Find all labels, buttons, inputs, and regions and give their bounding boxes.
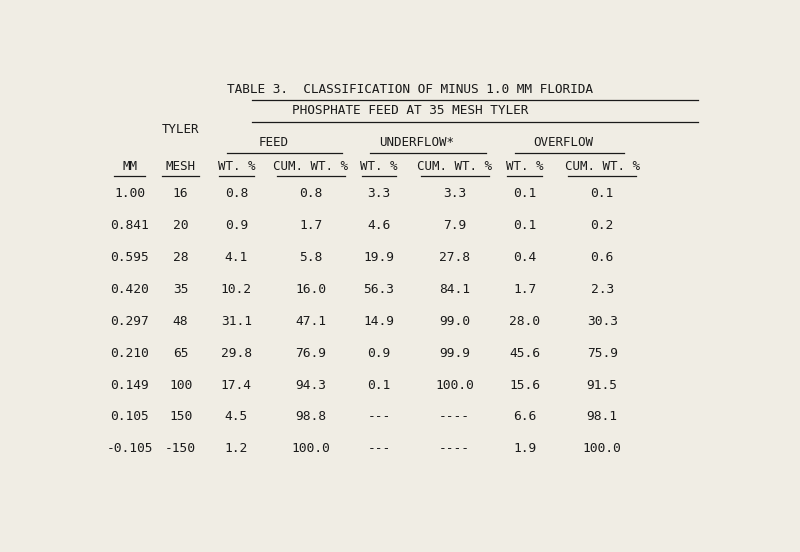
- Text: 1.7: 1.7: [513, 283, 536, 296]
- Text: WT. %: WT. %: [360, 160, 398, 173]
- Text: 0.1: 0.1: [513, 219, 536, 232]
- Text: 0.105: 0.105: [110, 410, 149, 423]
- Text: 14.9: 14.9: [363, 315, 394, 328]
- Text: 0.8: 0.8: [299, 187, 322, 200]
- Text: MM: MM: [122, 160, 138, 173]
- Text: 16.0: 16.0: [295, 283, 326, 296]
- Text: TABLE 3.  CLASSIFICATION OF MINUS 1.0 MM FLORIDA: TABLE 3. CLASSIFICATION OF MINUS 1.0 MM …: [227, 83, 593, 96]
- Text: 28.0: 28.0: [510, 315, 540, 328]
- Text: 0.420: 0.420: [110, 283, 149, 296]
- Text: 10.2: 10.2: [221, 283, 252, 296]
- Text: ----: ----: [439, 442, 470, 455]
- Text: 56.3: 56.3: [363, 283, 394, 296]
- Text: 4.5: 4.5: [225, 410, 248, 423]
- Text: 4.6: 4.6: [367, 219, 390, 232]
- Text: UNDERFLOW*: UNDERFLOW*: [379, 136, 454, 149]
- Text: -0.105: -0.105: [106, 442, 153, 455]
- Text: 0.297: 0.297: [110, 315, 149, 328]
- Text: 0.149: 0.149: [110, 379, 149, 391]
- Text: 6.6: 6.6: [513, 410, 536, 423]
- Text: WT. %: WT. %: [506, 160, 543, 173]
- Text: 0.2: 0.2: [590, 219, 614, 232]
- Text: 19.9: 19.9: [363, 251, 394, 264]
- Text: 1.00: 1.00: [114, 187, 146, 200]
- Text: 20: 20: [173, 219, 188, 232]
- Text: 65: 65: [173, 347, 188, 360]
- Text: 99.9: 99.9: [439, 347, 470, 360]
- Text: 15.6: 15.6: [510, 379, 540, 391]
- Text: WT. %: WT. %: [218, 160, 255, 173]
- Text: 1.9: 1.9: [513, 442, 536, 455]
- Text: 100.0: 100.0: [435, 379, 474, 391]
- Text: TYLER: TYLER: [162, 124, 199, 136]
- Text: CUM. WT. %: CUM. WT. %: [417, 160, 492, 173]
- Text: 2.3: 2.3: [590, 283, 614, 296]
- Text: 150: 150: [169, 410, 192, 423]
- Text: PHOSPHATE FEED AT 35 MESH TYLER: PHOSPHATE FEED AT 35 MESH TYLER: [292, 104, 528, 118]
- Text: 31.1: 31.1: [221, 315, 252, 328]
- Text: 16: 16: [173, 187, 188, 200]
- Text: 98.8: 98.8: [295, 410, 326, 423]
- Text: 0.9: 0.9: [225, 219, 248, 232]
- Text: 0.595: 0.595: [110, 251, 149, 264]
- Text: 4.1: 4.1: [225, 251, 248, 264]
- Text: OVERFLOW: OVERFLOW: [534, 136, 594, 149]
- Text: MESH: MESH: [166, 160, 196, 173]
- Text: 0.4: 0.4: [513, 251, 536, 264]
- Text: 29.8: 29.8: [221, 347, 252, 360]
- Text: ---: ---: [367, 442, 390, 455]
- Text: 0.6: 0.6: [590, 251, 614, 264]
- Text: 0.1: 0.1: [590, 187, 614, 200]
- Text: CUM. WT. %: CUM. WT. %: [274, 160, 348, 173]
- Text: 47.1: 47.1: [295, 315, 326, 328]
- Text: 76.9: 76.9: [295, 347, 326, 360]
- Text: 5.8: 5.8: [299, 251, 322, 264]
- Text: 48: 48: [173, 315, 188, 328]
- Text: 30.3: 30.3: [586, 315, 618, 328]
- Text: 100.0: 100.0: [291, 442, 330, 455]
- Text: FEED: FEED: [258, 136, 289, 149]
- Text: 94.3: 94.3: [295, 379, 326, 391]
- Text: 1.2: 1.2: [225, 442, 248, 455]
- Text: 7.9: 7.9: [443, 219, 466, 232]
- Text: CUM. WT. %: CUM. WT. %: [565, 160, 640, 173]
- Text: 45.6: 45.6: [510, 347, 540, 360]
- Text: 3.3: 3.3: [443, 187, 466, 200]
- Text: 100: 100: [169, 379, 192, 391]
- Text: 0.8: 0.8: [225, 187, 248, 200]
- Text: 0.1: 0.1: [367, 379, 390, 391]
- Text: 75.9: 75.9: [586, 347, 618, 360]
- Text: 99.0: 99.0: [439, 315, 470, 328]
- Text: 0.1: 0.1: [513, 187, 536, 200]
- Text: 35: 35: [173, 283, 188, 296]
- Text: 0.9: 0.9: [367, 347, 390, 360]
- Text: 98.1: 98.1: [586, 410, 618, 423]
- Text: 0.210: 0.210: [110, 347, 149, 360]
- Text: 0.841: 0.841: [110, 219, 149, 232]
- Text: 91.5: 91.5: [586, 379, 618, 391]
- Text: 28: 28: [173, 251, 188, 264]
- Text: 1.7: 1.7: [299, 219, 322, 232]
- Text: 100.0: 100.0: [583, 442, 622, 455]
- Text: 84.1: 84.1: [439, 283, 470, 296]
- Text: ---: ---: [367, 410, 390, 423]
- Text: 17.4: 17.4: [221, 379, 252, 391]
- Text: ----: ----: [439, 410, 470, 423]
- Text: 27.8: 27.8: [439, 251, 470, 264]
- Text: 3.3: 3.3: [367, 187, 390, 200]
- Text: -150: -150: [165, 442, 196, 455]
